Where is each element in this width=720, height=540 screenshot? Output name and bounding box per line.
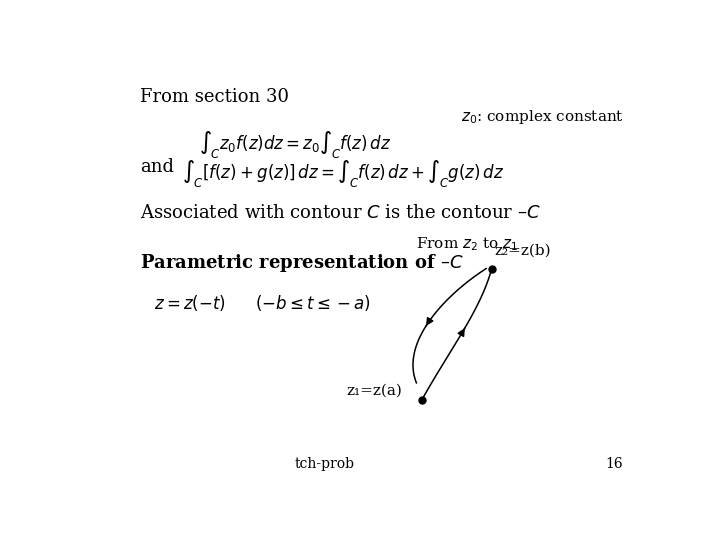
Text: $z_0$: complex constant: $z_0$: complex constant xyxy=(461,109,624,126)
Text: $(-b \leq t \leq -a)$: $(-b \leq t \leq -a)$ xyxy=(255,294,371,314)
Text: z₁=z(a): z₁=z(a) xyxy=(347,383,402,397)
Text: Parametric representation of –$C$: Parametric representation of –$C$ xyxy=(140,252,464,274)
Text: $z = z(-t)$: $z = z(-t)$ xyxy=(154,294,226,314)
Text: Associated with contour $C$ is the contour –$C$: Associated with contour $C$ is the conto… xyxy=(140,204,541,222)
Text: From section 30: From section 30 xyxy=(140,87,289,106)
Text: From $z_2$ to $z_1$: From $z_2$ to $z_1$ xyxy=(416,235,519,253)
Text: $\int_C z_0 f(z)dz = z_0\int_C f(z)\,dz$: $\int_C z_0 f(z)dz = z_0\int_C f(z)\,dz$ xyxy=(199,129,391,160)
Text: 16: 16 xyxy=(606,457,623,471)
Text: $\int_C[f(z)+g(z)]\,dz = \int_C f(z)\,dz + \int_C g(z)\,dz$: $\int_C[f(z)+g(z)]\,dz = \int_C f(z)\,dz… xyxy=(182,158,504,190)
Text: z₂=z(b): z₂=z(b) xyxy=(495,244,552,258)
Text: tch-prob: tch-prob xyxy=(294,457,354,471)
Text: and: and xyxy=(140,158,174,177)
